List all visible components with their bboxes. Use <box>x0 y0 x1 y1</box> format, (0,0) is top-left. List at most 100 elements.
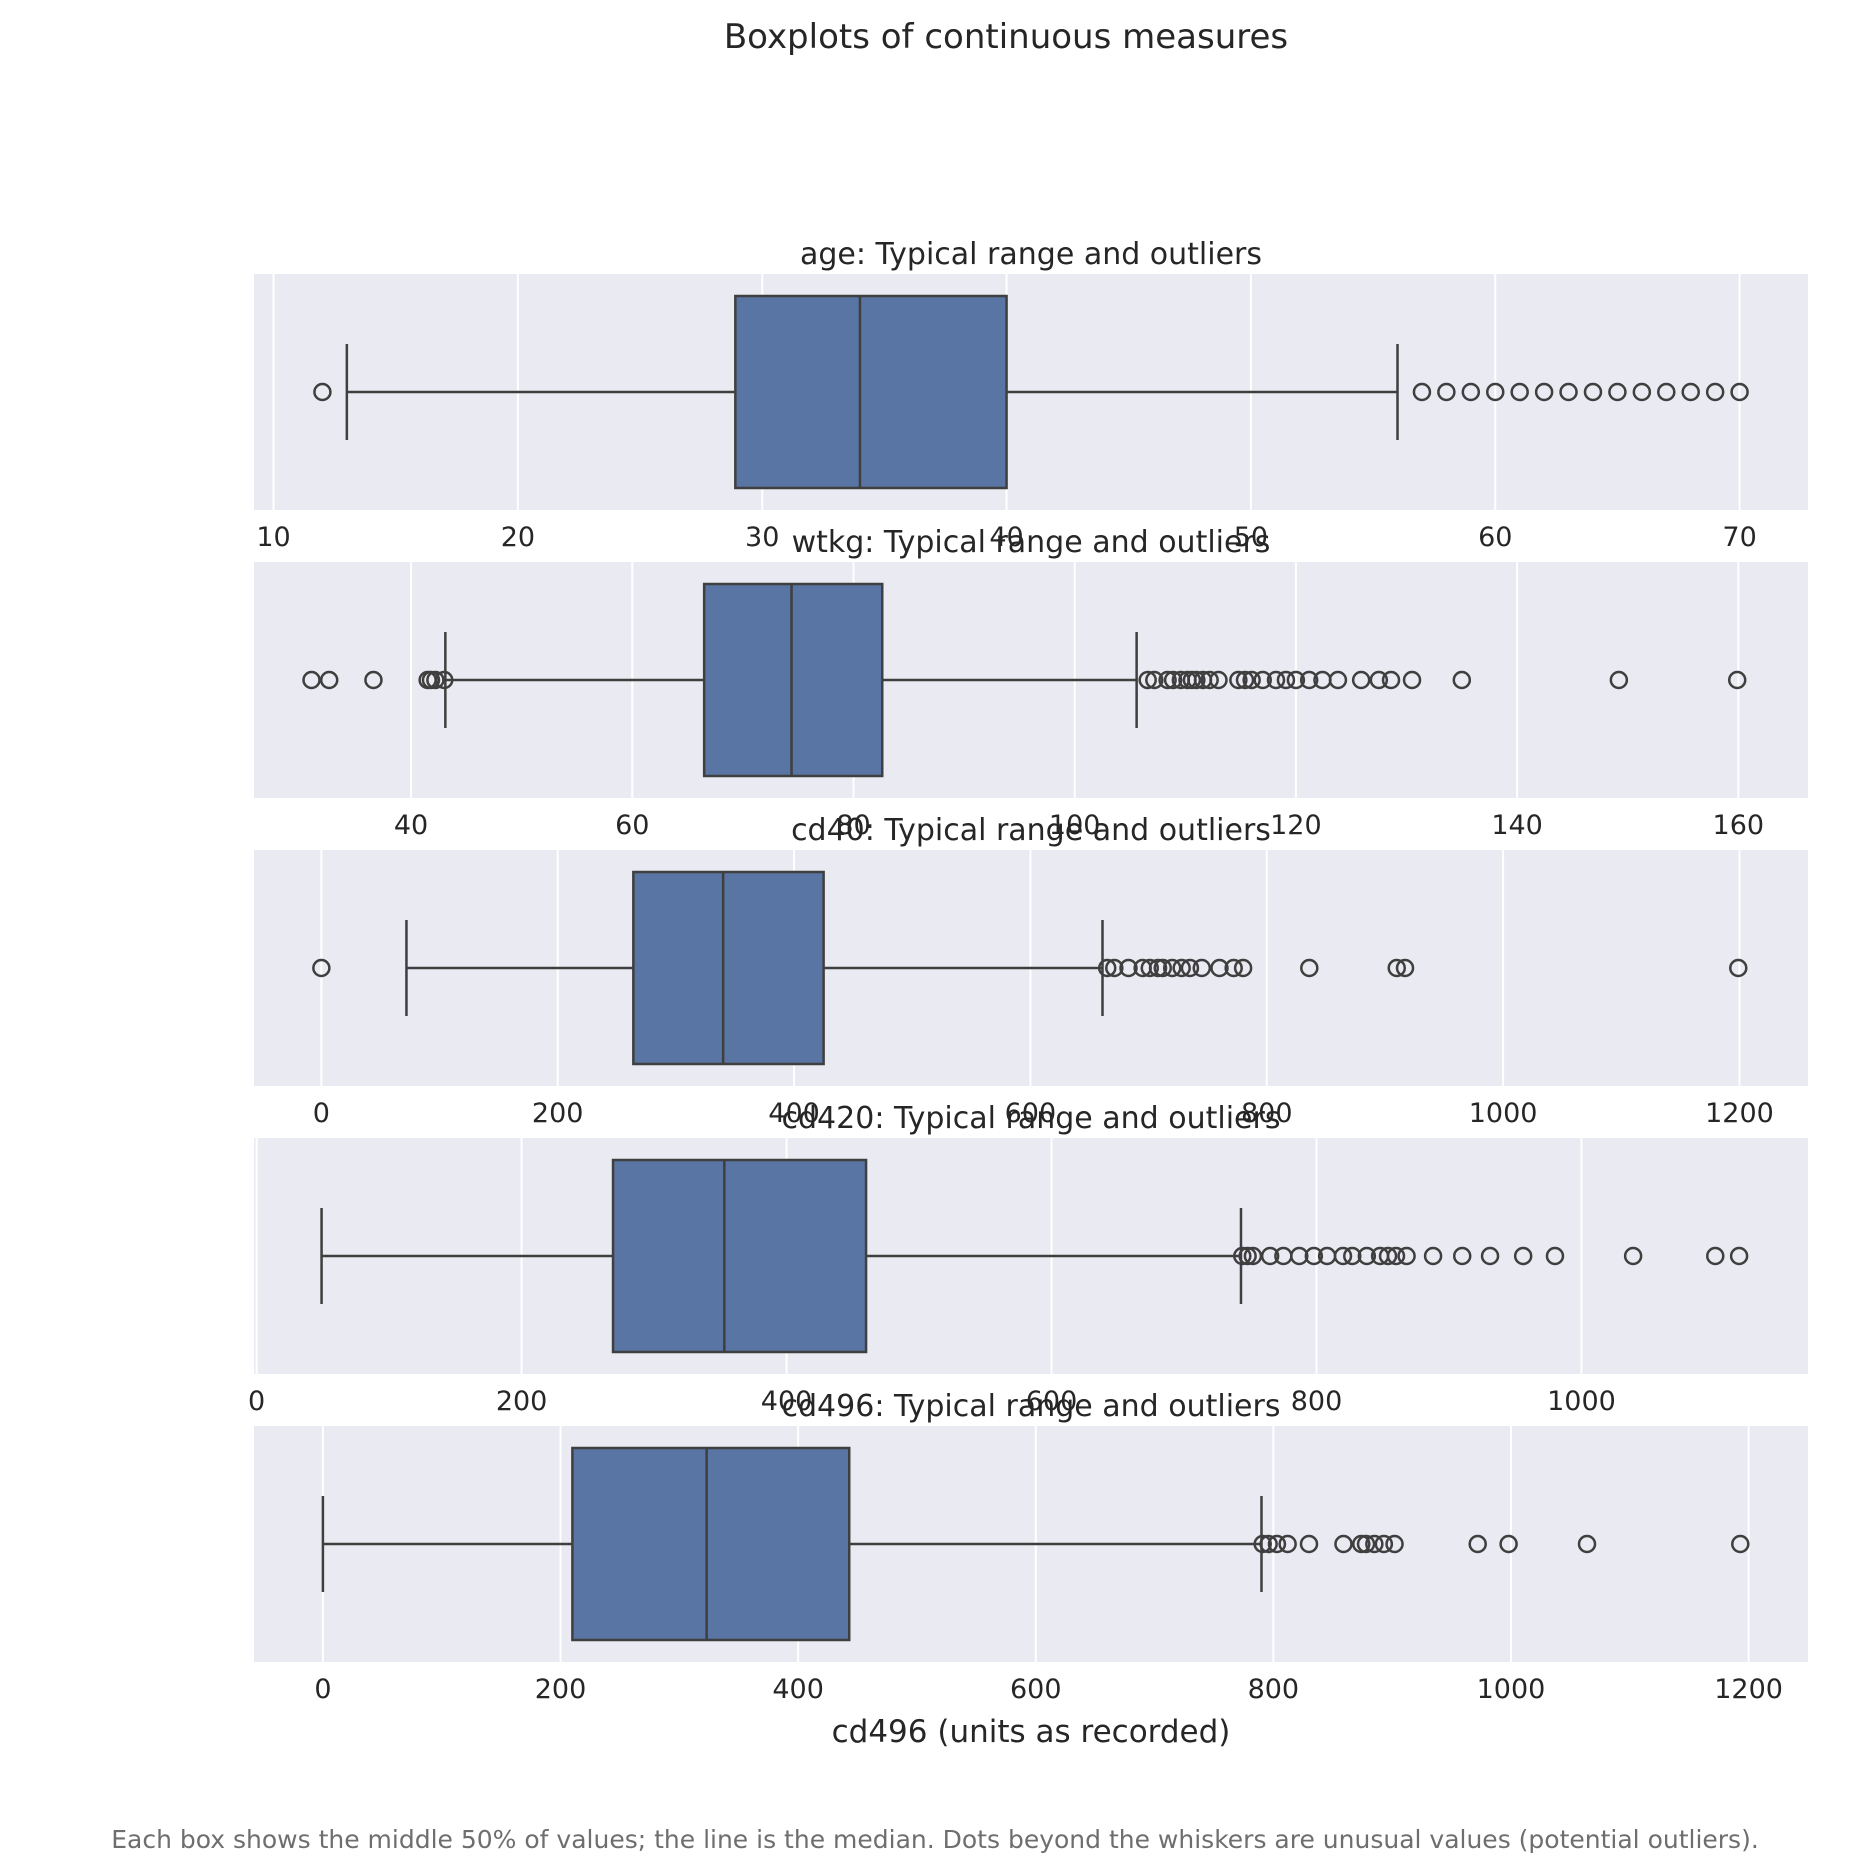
outlier-point <box>1452 1246 1472 1266</box>
boxplot-panel-age: 10 20 30 40 50 60 70 age: Typical range and out… <box>254 237 1808 553</box>
outlier-point <box>319 670 339 690</box>
x-tick-label: 60 <box>1478 522 1512 553</box>
outlier-point <box>1357 1246 1377 1266</box>
outlier-point <box>1242 670 1261 690</box>
outlier-point <box>1333 1246 1353 1266</box>
outlier-point <box>1192 958 1212 978</box>
outlier-point <box>1162 958 1182 978</box>
x-tick-label: 50 <box>1234 522 1268 553</box>
x-tick-label: 800 <box>1291 1386 1343 1417</box>
outlier-point <box>1559 382 1578 402</box>
x-tick-label: 30 <box>745 522 779 553</box>
boxplot-panel-cd496: 0 200 400 600 800 1000 1200 cd496: Typical rang… <box>254 1389 1808 1750</box>
outlier-point <box>1706 1246 1725 1266</box>
outlier-point <box>1727 670 1747 690</box>
x-tick-label: 200 <box>532 1098 584 1129</box>
outlier-point <box>1328 670 1348 690</box>
outlier-point <box>1233 1246 1252 1266</box>
x-tick-label: 40 <box>989 522 1023 553</box>
x-tick-label: 800 <box>1241 1098 1293 1129</box>
outlier-point <box>1300 958 1319 978</box>
outlier-point <box>1235 670 1255 690</box>
outlier-point <box>1583 382 1603 402</box>
x-axis-label: cd496 (units as recorded) <box>832 1714 1231 1750</box>
x-tick-label: 1000 <box>1477 1674 1546 1705</box>
outlier-point <box>1299 670 1319 690</box>
outlier-point <box>1374 1534 1394 1554</box>
outlier-point <box>1423 1246 1443 1266</box>
boxplot-panel-cd40: 0 200 400 600 800 1000 1200 cd40: Typical range… <box>254 813 1808 1129</box>
outlier-point <box>1209 670 1228 690</box>
outlier-point <box>1365 1534 1384 1554</box>
outlier-point <box>1278 1534 1297 1554</box>
panel-title: cd40: Typical range and outliers <box>791 813 1271 848</box>
outlier-point <box>1210 958 1229 978</box>
outlier-point <box>1729 1246 1749 1266</box>
outlier-point <box>1385 1534 1404 1554</box>
outlier-point <box>1140 958 1160 978</box>
outlier-point <box>1729 958 1748 978</box>
outlier-point <box>1172 958 1191 978</box>
outlier-point <box>1577 1534 1597 1554</box>
x-tick-label: 1200 <box>1714 1674 1783 1705</box>
outlier-point <box>1356 1534 1376 1554</box>
outlier-point <box>1266 670 1286 690</box>
outlier-point <box>1153 958 1173 978</box>
panel-title: age: Typical range and outliers <box>800 237 1262 272</box>
x-tick-label: 120 <box>1270 810 1322 841</box>
outlier-point <box>1286 670 1306 690</box>
outlier-point <box>426 670 445 690</box>
outlier-point <box>1378 1246 1398 1266</box>
outlier-point <box>1238 1246 1257 1266</box>
x-tick-label: 800 <box>1248 1674 1300 1705</box>
outlier-point <box>1609 670 1629 690</box>
outlier-point <box>1138 670 1157 690</box>
outlier-point <box>1180 958 1200 978</box>
outlier-point <box>1397 1246 1416 1266</box>
outlier-point <box>1253 670 1272 690</box>
outlier-point <box>1259 1534 1278 1554</box>
outlier-point <box>1334 1534 1353 1554</box>
outlier-point <box>1534 382 1554 402</box>
outlier-point <box>1461 382 1481 402</box>
outlier-point <box>1510 382 1529 402</box>
outlier-point <box>1229 670 1248 690</box>
outlier-point <box>1253 1534 1272 1554</box>
iqr-box <box>702 582 884 778</box>
outlier-point <box>1369 670 1389 690</box>
panel-title: wtkg: Typical range and outliers <box>792 525 1271 560</box>
outlier-point <box>1412 382 1432 402</box>
figure-title: Boxplots of continuous measures <box>724 17 1288 57</box>
x-tick-label: 400 <box>772 1674 824 1705</box>
x-tick-label: 140 <box>1491 810 1543 841</box>
outlier-point <box>1681 382 1700 402</box>
outlier-point <box>1200 670 1219 690</box>
outlier-point <box>1352 1534 1371 1554</box>
outlier-point <box>1402 670 1422 690</box>
outlier-point <box>1386 1246 1406 1266</box>
outlier-point <box>434 670 454 690</box>
x-tick-label: 200 <box>535 1674 587 1705</box>
outlier-point <box>1730 382 1749 402</box>
outlier-point <box>1608 382 1627 402</box>
outlier-point <box>1480 1246 1500 1266</box>
outlier-point <box>1452 670 1472 690</box>
outlier-point <box>1260 1246 1280 1266</box>
outlier-point <box>1097 958 1117 978</box>
outlier-point <box>312 958 331 978</box>
outlier-point <box>1485 382 1505 402</box>
x-tick-label: 0 <box>314 1674 331 1705</box>
x-tick-label: 200 <box>496 1386 548 1417</box>
outlier-point <box>1545 1246 1565 1266</box>
panel-title: cd420: Typical range and outliers <box>782 1101 1281 1136</box>
outlier-point <box>1276 670 1296 690</box>
boxplot-panel-cd420: 0 200 400 600 800 1000 cd420: Typical range an… <box>248 1101 1808 1417</box>
outlier-point <box>1731 1534 1750 1554</box>
figure-caption: Each box shows the middle 50% of values;… <box>111 1825 1759 1854</box>
outlier-point <box>1705 382 1725 402</box>
outlier-point <box>1105 958 1124 978</box>
iqr-box <box>734 294 1008 490</box>
outlier-point <box>1632 382 1652 402</box>
outlier-point <box>1148 958 1168 978</box>
outlier-point <box>1657 382 1676 402</box>
